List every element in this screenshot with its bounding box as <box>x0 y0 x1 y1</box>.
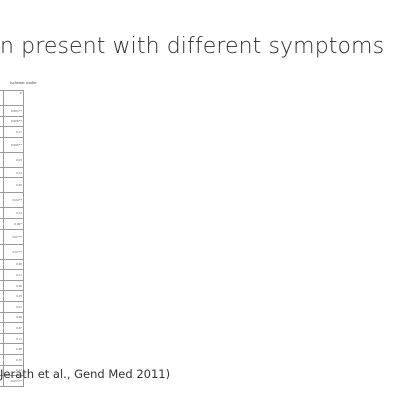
table-row: 0.28 <box>0 343 24 355</box>
table-row: 0.04** <box>0 192 24 209</box>
table-row: 0.67 <box>0 322 24 334</box>
p-value: 0.11 <box>3 333 24 345</box>
table-cell <box>0 229 5 245</box>
table-row: 0.61 <box>0 301 24 313</box>
table-row: 0.03 <box>0 152 24 168</box>
p-value: 0.13 <box>3 207 24 219</box>
p-value: 0.006** <box>3 116 24 128</box>
symptom-table: P 0.005** 0.006** 0.17 0.006** 0.03 0.13… <box>0 90 24 387</box>
p-value: 0.07** <box>3 229 24 245</box>
table-cell <box>0 218 5 230</box>
p-value: 0.65 <box>3 259 24 271</box>
table-cell <box>0 301 5 313</box>
table-row: 0.11 <box>0 333 24 345</box>
table-row: 0.13 <box>0 167 24 179</box>
table-cell <box>0 312 5 324</box>
p-value: 0.09* <box>3 218 24 230</box>
p-value: 0.04** <box>3 192 24 209</box>
table-cell <box>0 152 5 168</box>
table-cell <box>0 333 5 345</box>
p-value: 0.07** <box>3 244 24 260</box>
table-row: 0.003** <box>0 375 24 387</box>
table-cell <box>0 290 5 302</box>
table-row: 0.55 <box>0 354 24 366</box>
table-cell <box>0 322 5 334</box>
p-value: 0.09 <box>3 177 24 194</box>
table-cell <box>0 365 5 377</box>
table-cell <box>0 207 5 219</box>
p-value: 0.13 <box>3 167 24 179</box>
table-row: 0.69 <box>0 312 24 324</box>
p-value: 0.55 <box>3 354 24 366</box>
table-cell <box>0 280 5 292</box>
table-cell <box>0 105 5 117</box>
table-row: 0.25 <box>0 290 24 302</box>
p-value: 0.005** <box>3 105 24 117</box>
table-cell <box>0 259 5 271</box>
citation: Jerath et al., Gend Med 2011) <box>0 367 171 381</box>
p-value: 0.21 <box>3 269 24 281</box>
p-value: 0.12 <box>3 365 24 377</box>
table-cell <box>0 269 5 281</box>
table-cell <box>0 375 5 387</box>
p-value: 0.61 <box>3 301 24 313</box>
p-value: 0.003** <box>3 375 24 387</box>
table-cell <box>0 354 5 366</box>
p-value: 0.28 <box>3 343 24 355</box>
table-header-p: P <box>3 90 24 106</box>
p-value: 0.03 <box>3 152 24 168</box>
p-value: 0.17 <box>3 126 24 138</box>
p-value: 0.67 <box>3 322 24 334</box>
table-row: 0.07** <box>0 244 24 260</box>
table-row: 0.65 <box>0 259 24 271</box>
table-header-row: P <box>0 90 24 106</box>
table-caption: ischemic stroke. <box>10 80 38 85</box>
table-row: 0.09* <box>0 218 24 230</box>
table-cell <box>0 116 5 128</box>
table-cell <box>0 126 5 138</box>
table-row: 0.13 <box>0 207 24 219</box>
table-row: 0.006** <box>0 137 24 153</box>
table-row: 0.09 <box>0 177 24 194</box>
table-row: 0.56 <box>0 280 24 292</box>
table-cell <box>0 244 5 260</box>
p-value: 0.006** <box>3 137 24 153</box>
table-header-cell <box>0 90 5 106</box>
slide-title: n present with different symptoms <box>0 34 385 59</box>
table-cell <box>0 137 5 153</box>
p-value: 0.56 <box>3 280 24 292</box>
table-cell <box>0 177 5 194</box>
table-row: 0.005** <box>0 105 24 117</box>
table-row: 0.21 <box>0 269 24 281</box>
table-row: 0.17 <box>0 126 24 138</box>
table-cell <box>0 192 5 209</box>
p-value: 0.69 <box>3 312 24 324</box>
table-row: 0.006** <box>0 116 24 128</box>
table-cell <box>0 167 5 179</box>
table-row: 0.12 <box>0 365 24 377</box>
table-cell <box>0 343 5 355</box>
p-value: 0.25 <box>3 290 24 302</box>
table-row: 0.07** <box>0 229 24 245</box>
